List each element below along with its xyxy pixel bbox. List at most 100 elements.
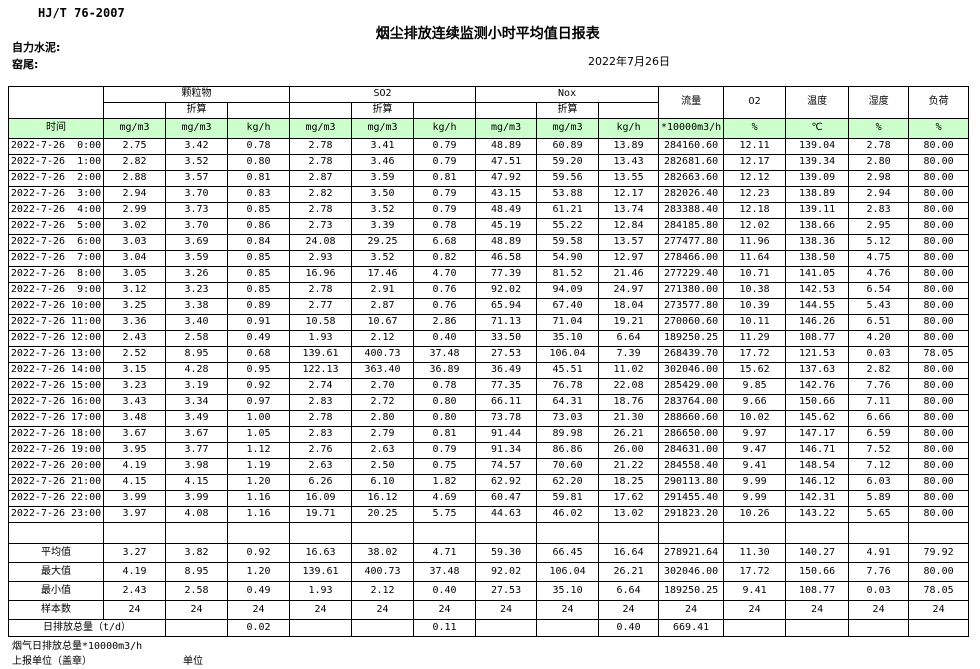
value-cell: 10.39	[723, 298, 787, 315]
value-cell: 0.81	[226, 170, 291, 187]
time-cell: 2022-7-26 12:00	[8, 330, 104, 347]
time-cell: 2022-7-26 14:00	[8, 362, 104, 379]
value-cell: 277477.80	[658, 234, 725, 251]
value-cell: 17.72	[723, 562, 787, 582]
spacer-cell	[475, 522, 538, 544]
value-cell: 0.84	[226, 234, 291, 251]
value-cell: 55.22	[536, 218, 600, 235]
value-cell: 2.80	[351, 410, 415, 427]
table-row: 2022-7-26 6:00 3.03 3.69 0.84 24.08 29.25 6.68…	[8, 234, 970, 251]
value-cell: 24	[536, 600, 600, 620]
value-cell: 2.52	[103, 346, 166, 363]
table-row: 2022-7-26 20:00 4.19 3.98 1.19 2.63 2.50 0.75 7…	[8, 458, 970, 475]
value-cell: 0.49	[226, 330, 291, 347]
time-header: 时间	[8, 118, 104, 139]
table-row: 2022-7-26 19:00 3.95 3.77 1.12 2.76 2.63 0.79 9…	[8, 442, 970, 459]
spacer-cell	[413, 522, 477, 544]
value-cell: 3.19	[165, 378, 228, 395]
value-cell: 9.97	[723, 426, 787, 443]
value-cell: 26.00	[598, 442, 660, 459]
spacer-cell	[848, 522, 910, 544]
spacer-cell	[598, 522, 660, 544]
value-cell: 142.53	[785, 282, 850, 299]
value-cell: 1.93	[289, 581, 353, 601]
value-cell: 2.58	[165, 581, 228, 601]
spacer-cell	[908, 522, 970, 544]
value-cell: 3.73	[165, 202, 228, 219]
time-cell: 2022-7-26 0:00	[8, 138, 104, 155]
value-cell: 4.76	[848, 266, 910, 283]
table-row: 2022-7-26 2:00 2.88 3.57 0.81 2.87 3.59 0.81 47…	[8, 170, 970, 187]
value-cell: 11.29	[723, 330, 787, 347]
value-cell: 142.76	[785, 378, 850, 395]
value-cell: 24	[165, 600, 228, 620]
value-cell: 4.71	[413, 543, 477, 563]
value-cell: 0.82	[413, 250, 477, 267]
data-rows: 2022-7-26 0:00 2.75 3.42 0.78 2.78 3.41 0.79 48…	[8, 138, 970, 637]
reporting-unit-label: 上报单位（盖章）	[12, 656, 92, 667]
value-cell: 81.52	[536, 266, 600, 283]
value-cell: 6.26	[289, 474, 353, 491]
value-cell: 73.78	[475, 410, 538, 427]
value-cell: 17.46	[351, 266, 415, 283]
time-header-blank	[8, 86, 104, 119]
unit-cell: mg/m3	[289, 118, 353, 139]
value-cell: 3.40	[165, 314, 228, 331]
value-cell: 400.73	[351, 346, 415, 363]
value-cell: 0.78	[226, 138, 291, 155]
value-cell: 146.12	[785, 474, 850, 491]
value-cell: 27.53	[475, 346, 538, 363]
value-cell: 139.09	[785, 170, 850, 187]
time-cell: 2022-7-26 8:00	[8, 266, 104, 283]
value-cell: 13.74	[598, 202, 660, 219]
table-row: 2022-7-26 12:00 2.43 2.58 0.49 1.93 2.12 0.40 3…	[8, 330, 970, 347]
value-cell: 24	[289, 600, 353, 620]
value-cell: 108.77	[785, 581, 850, 601]
value-cell: 89.98	[536, 426, 600, 443]
value-cell: 0.78	[413, 218, 477, 235]
time-cell: 2022-7-26 7:00	[8, 250, 104, 267]
value-cell: 10.71	[723, 266, 787, 283]
value-cell: 2.78	[289, 202, 353, 219]
value-cell: 3.50	[351, 186, 415, 203]
value-cell: 284185.80	[658, 218, 725, 235]
value-cell: 3.52	[165, 154, 228, 171]
value-cell: 16.12	[351, 490, 415, 507]
time-cell: 2022-7-26 17:00	[8, 410, 104, 427]
value-cell: 33.50	[475, 330, 538, 347]
value-cell: 143.22	[785, 506, 850, 523]
value-cell: 80.00	[908, 378, 970, 395]
value-cell: 1.00	[226, 410, 291, 427]
value-cell: 71.04	[536, 314, 600, 331]
subheader-blank	[103, 102, 166, 119]
table-row: 2022-7-26 9:00 3.12 3.23 0.85 2.78 2.91 0.76 92…	[8, 282, 970, 299]
value-cell: 2.58	[165, 330, 228, 347]
value-cell: 0.85	[226, 250, 291, 267]
table-row: 2022-7-26 21:00 4.15 4.15 1.20 6.26 6.10 1.82 6…	[8, 474, 970, 491]
value-cell: 2.12	[351, 330, 415, 347]
value-cell: 0.80	[226, 154, 291, 171]
value-cell: 3.36	[103, 314, 166, 331]
report-date: 2022年7月26日	[588, 55, 670, 68]
value-cell: 45.19	[475, 218, 538, 235]
value-cell: 13.02	[598, 506, 660, 523]
value-cell: 1.20	[226, 474, 291, 491]
time-cell: 2022-7-26 22:00	[8, 490, 104, 507]
time-cell: 2022-7-26 1:00	[8, 154, 104, 171]
subheader-blank	[413, 102, 477, 119]
value-cell: 669.41	[658, 619, 725, 637]
value-cell: 145.62	[785, 410, 850, 427]
value-cell: 2.78	[848, 138, 910, 155]
table-row: 2022-7-26 23:00 3.97 4.08 1.16 19.71 20.25 5.7…	[8, 506, 970, 523]
table-row: 2022-7-26 0:00 2.75 3.42 0.78 2.78 3.41 0.79 48…	[8, 138, 970, 155]
value-cell: 6.51	[848, 314, 910, 331]
value-cell	[165, 619, 228, 637]
value-cell: 2.99	[103, 202, 166, 219]
value-cell: 3.70	[165, 218, 228, 235]
value-cell	[475, 619, 538, 637]
value-cell: 140.27	[785, 543, 850, 563]
value-cell: 285429.00	[658, 378, 725, 395]
value-cell: 3.97	[103, 506, 166, 523]
value-cell: 6.64	[598, 581, 660, 601]
value-cell: 11.64	[723, 250, 787, 267]
